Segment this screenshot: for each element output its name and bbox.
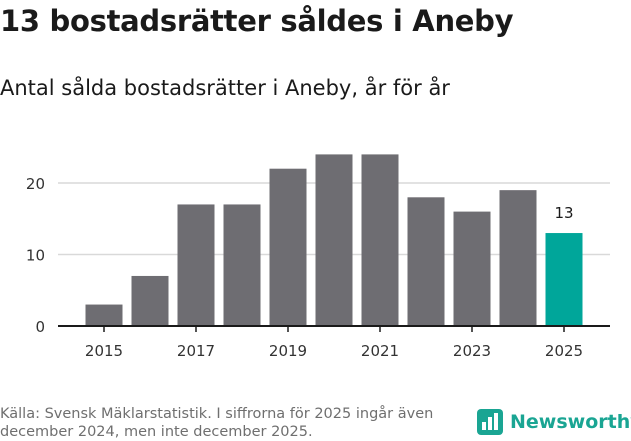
y-tick-label-20: 20 <box>26 175 45 193</box>
newsworthy-logo-icon <box>477 409 503 435</box>
bar-2025 <box>545 233 583 326</box>
chart-title: 13 bostadsrätter såldes i Aneby <box>0 4 514 38</box>
bar-2015 <box>85 304 123 326</box>
data-label-2025: 13 <box>554 204 573 222</box>
x-tick-label-2025: 2025 <box>545 342 583 360</box>
bar-2017 <box>177 204 215 326</box>
bar-chart: 0 10 20 2015 2017 2019 2021 2023 2025 13 <box>26 154 610 360</box>
x-tick-label-2015: 2015 <box>85 342 123 360</box>
bar-2023 <box>453 211 491 326</box>
y-tick-label-10: 10 <box>26 247 45 265</box>
bar-2018 <box>223 204 261 326</box>
bar-2016 <box>131 275 169 326</box>
brand-name: Newsworthy <box>510 411 631 433</box>
x-tick-label-2023: 2023 <box>453 342 491 360</box>
x-tick-label-2019: 2019 <box>269 342 307 360</box>
bar-2024 <box>499 190 537 326</box>
brand-logo: Newsworthy <box>476 408 631 436</box>
bar-2020 <box>315 154 353 326</box>
x-tick-label-2021: 2021 <box>361 342 399 360</box>
chart-subtitle: Antal sålda bostadsrätter i Aneby, år fö… <box>0 76 450 100</box>
x-tick-label-2017: 2017 <box>177 342 215 360</box>
bar-2019 <box>269 168 307 326</box>
bar-2022 <box>407 197 445 326</box>
y-tick-label-0: 0 <box>35 318 45 336</box>
source-note: Källa: Svensk Mäklarstatistik. I siffror… <box>0 406 434 440</box>
bar-2021 <box>361 154 399 326</box>
